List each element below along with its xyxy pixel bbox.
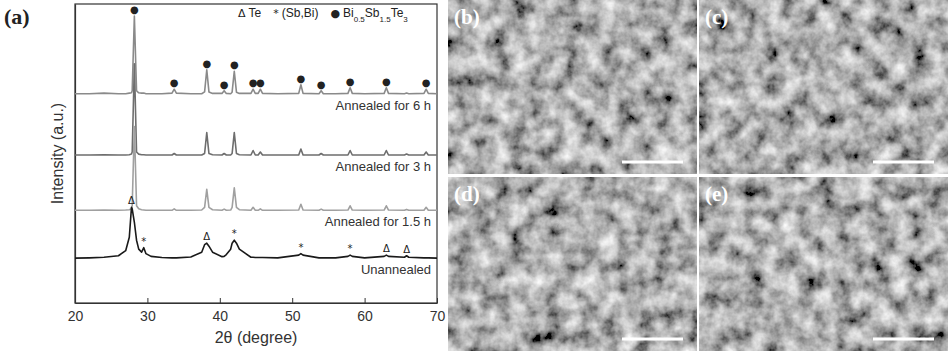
x-tick: 70 (430, 298, 446, 324)
legend-symbol: * (273, 7, 279, 20)
peak-marker: ● (256, 77, 265, 88)
sem-panel-label: (c) (705, 5, 728, 29)
peak-marker: Δ (128, 195, 135, 206)
x-tick-label: 20 (68, 308, 84, 324)
sem-texture (448, 0, 697, 174)
panel-label: (a) (4, 4, 30, 29)
scale-bar (873, 161, 934, 164)
peak-marker: ● (130, 4, 139, 15)
series-label: Unannealed (361, 262, 431, 277)
sem-texture (699, 177, 948, 351)
peak-marker: * (298, 242, 303, 253)
legend-label: Bi0.5Sb1.5Te3 (343, 6, 408, 24)
peak-marker: ● (202, 58, 211, 69)
x-axis-title: 2θ (degree) (215, 329, 298, 346)
legend-label: (Sb,Bi) (282, 6, 319, 20)
x-tick-mark (365, 298, 366, 303)
peak-marker: Δ (383, 243, 390, 254)
xrd-pattern (75, 127, 437, 211)
peak-marker: * (348, 243, 353, 254)
peak-marker: * (232, 228, 237, 239)
series-label: Annealed for 3 h (336, 159, 431, 174)
x-tick-mark (292, 298, 293, 303)
plot-frame (75, 4, 437, 303)
legend: ΔTe *(Sb,Bi) ●Bi0.5Sb1.5Te3 (238, 6, 408, 24)
chart-a: 20 30 40 50 60 70 2θ (degree) Intensity (a.u.) (… (4, 4, 445, 346)
x-tick: 30 (140, 298, 156, 324)
xrd-pattern (75, 16, 437, 94)
scale-bar (873, 338, 934, 341)
peak-marker: ● (382, 76, 391, 87)
legend-symbol: ● (330, 7, 340, 20)
x-tick-label: 50 (285, 308, 301, 324)
x-tick: 40 (213, 298, 229, 324)
plot-marks (75, 16, 437, 258)
scale-bar (622, 161, 683, 164)
xrd-pattern (75, 64, 437, 155)
sem-panel-label: (e) (705, 182, 728, 206)
peak-marker: * (141, 236, 146, 247)
x-tick-mark (437, 298, 438, 303)
peak-marker: Δ (403, 244, 410, 255)
x-tick: 50 (285, 298, 301, 324)
peak-marker: ● (230, 59, 239, 70)
peak-marker: ● (317, 79, 326, 90)
x-tick-label: 40 (213, 308, 229, 324)
sem-panel-label: (d) (454, 182, 480, 206)
series-label: Annealed for 1.5 h (325, 214, 431, 229)
peak-marker: ● (297, 73, 306, 84)
x-tick-mark (147, 298, 148, 303)
sem-texture (699, 0, 948, 174)
peak-marker: Δ (203, 231, 210, 242)
sem-image: (e) (699, 177, 948, 351)
figure: 20 30 40 50 60 70 2θ (degree) Intensity (a.u.) (… (0, 0, 949, 351)
sem-panel-label: (b) (454, 5, 480, 29)
peak-marker: ● (422, 77, 431, 88)
x-tick-label: 70 (430, 308, 446, 324)
y-axis-title: Intensity (a.u.) (49, 103, 66, 204)
x-axis-line (76, 303, 438, 304)
peak-marker: ● (170, 77, 179, 88)
sem-image: (d) (448, 177, 697, 351)
peak-marker: ● (220, 79, 229, 90)
peak-marker: ● (346, 76, 355, 87)
scale-bar (622, 338, 683, 341)
x-tick: 60 (357, 298, 373, 324)
x-tick-mark (220, 298, 221, 303)
series-label: Annealed for 6 h (336, 98, 431, 113)
sem-texture (448, 177, 697, 351)
x-axis: 20 30 40 50 60 70 (68, 298, 446, 324)
legend-label: Te (249, 6, 262, 20)
legend-symbol: Δ (238, 7, 246, 20)
sem-image: (b) (448, 0, 697, 174)
sem-image: (c) (699, 0, 948, 174)
x-tick-label: 30 (140, 308, 156, 324)
x-tick-label: 60 (357, 308, 373, 324)
xrd-pattern (75, 207, 437, 258)
